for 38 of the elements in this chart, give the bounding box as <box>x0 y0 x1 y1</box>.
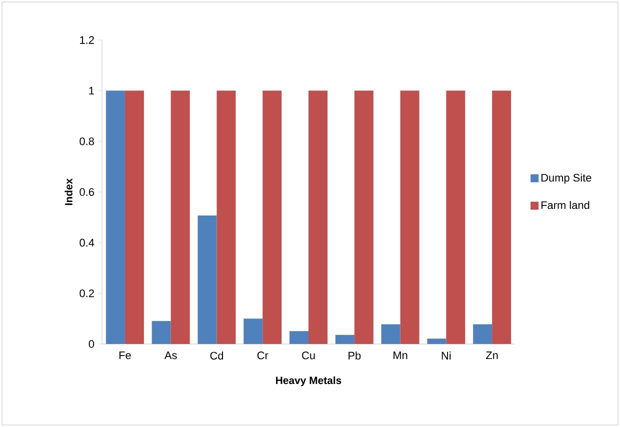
bar <box>400 90 420 344</box>
bar <box>170 90 190 344</box>
bar <box>198 216 217 344</box>
bar <box>473 324 492 344</box>
x-tick-label: Fe <box>119 352 131 360</box>
bar <box>124 90 144 344</box>
x-tick-label: Cd <box>210 352 224 360</box>
bar <box>216 90 236 344</box>
bar <box>290 331 309 344</box>
y-tick-label: 0 <box>88 340 94 348</box>
bar <box>335 334 354 344</box>
y-tick-label: 0.2 <box>80 289 94 298</box>
bar <box>381 324 400 344</box>
x-tick-label: Cu <box>302 352 315 360</box>
x-axis-title: Heavy Metals <box>276 376 342 386</box>
y-tick-label: 0.4 <box>80 238 94 247</box>
x-tick-label: Cr <box>257 352 268 360</box>
bar <box>244 318 263 344</box>
x-tick-label: Mn <box>394 352 408 360</box>
bar <box>354 90 374 344</box>
y-tick-label: 1 <box>89 86 94 94</box>
y-tick-label: 0.6 <box>80 188 94 196</box>
bar <box>106 90 125 344</box>
bar <box>427 338 446 344</box>
x-tick-label: Ni <box>442 352 451 360</box>
x-tick-label: As <box>164 352 177 360</box>
y-tick-label: 0.8 <box>80 137 94 146</box>
y-axis-title: Index <box>64 178 72 205</box>
y-tick-label: 1.2 <box>80 36 94 44</box>
bar <box>492 90 512 344</box>
bar <box>262 90 282 344</box>
bar <box>152 320 171 344</box>
legend-label: Dump Site <box>541 174 592 184</box>
x-tick-label: Pb <box>348 352 361 360</box>
bar <box>446 90 466 344</box>
legend-label: Farm land <box>541 200 590 210</box>
bar <box>308 90 328 344</box>
x-tick-label: Zn <box>486 352 498 360</box>
